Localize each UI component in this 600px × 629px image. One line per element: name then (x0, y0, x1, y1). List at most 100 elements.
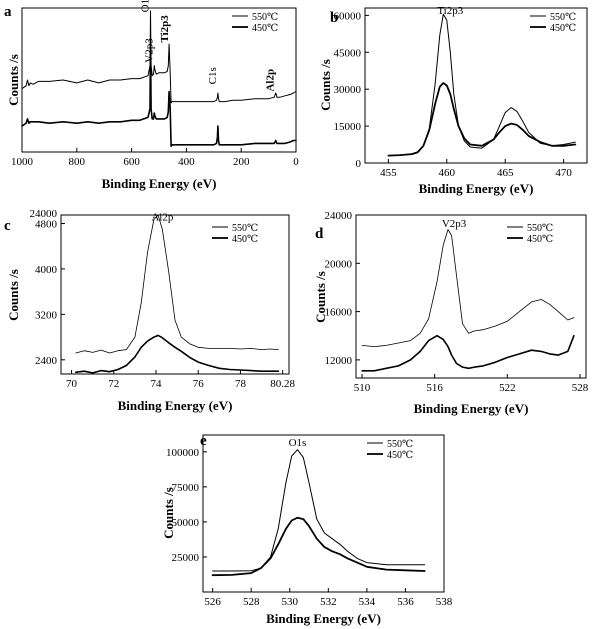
x-tick-label: 516 (426, 382, 443, 394)
peak-label: Ti2p3 (437, 5, 463, 17)
y-tick-label: 25000 (172, 552, 200, 564)
legend-label-550: 550℃ (550, 12, 576, 23)
y-axis-title: Counts /s (6, 269, 21, 321)
x-tick-label: 530 (282, 596, 299, 608)
y-tick-label: 75000 (172, 482, 200, 494)
y-tick-label: 2400 (35, 355, 58, 367)
x-tick-label: 200 (233, 156, 250, 168)
legend-label-450: 450℃ (387, 450, 413, 461)
plot-frame (60, 214, 290, 375)
legend-label-550: 550℃ (252, 12, 278, 23)
legend-label-450: 450℃ (527, 234, 553, 245)
panel-letter: e (200, 433, 207, 449)
series-line-450 (361, 334, 575, 372)
x-tick-label: 536 (397, 596, 414, 608)
series-line-450 (211, 516, 426, 577)
legend-label-450: 450℃ (252, 23, 278, 34)
series-line-550 (361, 229, 575, 347)
x-axis-title: Binding Energy (eV) (414, 401, 529, 416)
x-tick-label: 534 (359, 596, 376, 608)
x-tick-label: 80.28 (270, 378, 295, 390)
x-tick-label: 528 (243, 596, 260, 608)
y-tick-label: 4800 (35, 219, 58, 231)
x-tick-label: 600 (123, 156, 140, 168)
peak-label: C1s (207, 67, 219, 84)
y-axis-title: Counts /s (6, 54, 21, 106)
y-axis-title: Counts /s (318, 59, 333, 111)
series-line-550 (75, 214, 279, 354)
legend-label-450: 450℃ (550, 23, 576, 34)
series-line-550 (212, 449, 426, 572)
x-axis-title: Binding Energy (eV) (102, 176, 217, 191)
x-tick-label: 1000 (11, 156, 34, 168)
legend-label-550: 550℃ (527, 223, 553, 234)
peak-label: V2p3 (144, 38, 156, 63)
panel-d: 510 516 522 528 12000 16000 20000 24000 V2p3 550℃… (313, 210, 589, 416)
y-tick-label: 45000 (334, 47, 362, 59)
x-tick-label: 510 (354, 382, 371, 394)
x-axis-title: Binding Energy (eV) (266, 611, 381, 626)
x-tick-label: 538 (436, 596, 453, 608)
series-line-450 (75, 334, 280, 374)
panel-e: 526 528 530 532 534 536 538 25000 50000 75000 1000… (161, 433, 453, 626)
plot-frame (355, 214, 587, 379)
y-tick-label: 4000 (35, 264, 58, 276)
y-tick-label: 24000 (325, 210, 353, 222)
legend-label-550: 550℃ (232, 223, 258, 234)
panel-letter: d (315, 226, 324, 242)
legend-label-450: 450℃ (232, 234, 258, 245)
x-axis-title: Binding Energy (eV) (118, 398, 233, 413)
y-tick-label: 0 (356, 158, 362, 170)
x-tick-label: 400 (178, 156, 195, 168)
y-tick-label: 16000 (325, 307, 353, 319)
series-line-550 (387, 13, 576, 157)
plot-frame (21, 7, 297, 153)
x-tick-label: 0 (293, 156, 299, 168)
x-tick-label: 528 (572, 382, 589, 394)
panel-letter: a (4, 4, 12, 20)
series-line-450 (387, 82, 577, 157)
x-tick-label: 800 (69, 156, 86, 168)
x-tick-label: 70 (66, 378, 78, 390)
x-tick-label: 460 (439, 167, 456, 179)
y-tick-label: 12000 (325, 355, 353, 367)
panel-letter: b (330, 10, 338, 26)
y-tick-label-top: 24000 (30, 208, 58, 220)
y-tick-label: 100000 (166, 447, 200, 459)
y-tick-label: 15000 (334, 121, 362, 133)
peak-label: O1s (140, 0, 152, 12)
x-tick-label: 74 (151, 378, 163, 390)
plot-frame (364, 7, 588, 164)
y-axis-title: Counts /s (161, 487, 176, 539)
series-line-550 (21, 10, 297, 104)
panel-b: 455 460 465 470 0 15000 30000 45000 60000 Ti2p3 55… (318, 5, 588, 196)
y-tick-label: 60000 (334, 10, 362, 22)
x-tick-label: 532 (320, 596, 337, 608)
x-tick-label: 526 (204, 596, 221, 608)
x-tick-label: 522 (499, 382, 516, 394)
peak-label: V2p3 (442, 218, 467, 230)
peak-label: Al2p (151, 212, 174, 224)
x-tick-label: 465 (497, 167, 514, 179)
x-tick-label: 470 (555, 167, 572, 179)
y-tick-label: 3200 (35, 309, 58, 321)
x-tick-label: 455 (380, 167, 397, 179)
peak-label: O1s (289, 437, 307, 449)
x-tick-label: 72 (108, 378, 119, 390)
x-tick-label: 78 (235, 378, 247, 390)
series-line-450 (21, 38, 297, 147)
y-tick-label: 50000 (172, 517, 200, 529)
x-axis-title: Binding Energy (eV) (419, 181, 534, 196)
peak-label: Al2p (265, 69, 277, 92)
x-tick-label: 76 (193, 378, 205, 390)
legend-label-550: 550℃ (387, 439, 413, 450)
y-axis-title: Counts /s (313, 271, 328, 323)
y-tick-label: 20000 (325, 258, 353, 270)
y-tick-label: 30000 (334, 84, 362, 96)
peak-label: Ti2p3 (159, 15, 171, 43)
panel-letter: c (4, 218, 11, 234)
plot-frame (202, 434, 445, 593)
